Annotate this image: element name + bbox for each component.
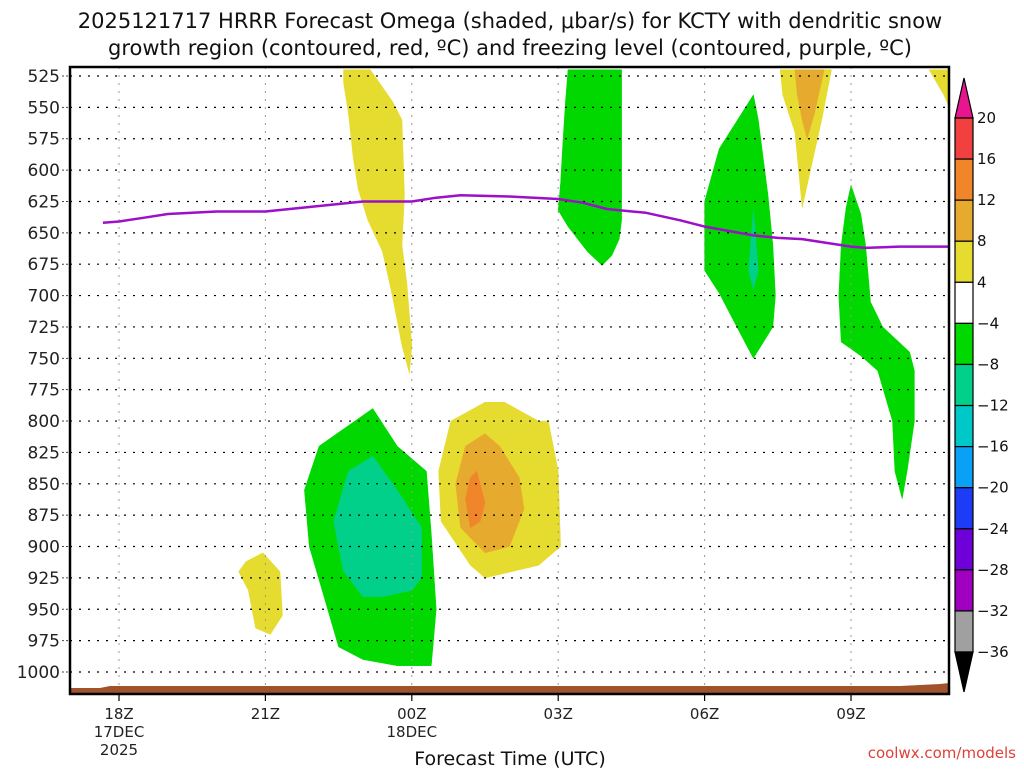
colorbar-bin <box>954 569 974 612</box>
colorbar-tick-label: 20 <box>977 109 996 127</box>
grid-lines <box>70 67 949 694</box>
y-tick-label: 875 <box>28 506 60 526</box>
x-tick-label: 06Z <box>690 705 719 723</box>
colorbar-tick-label: 4 <box>977 273 987 291</box>
y-tick-label: 675 <box>28 255 60 275</box>
y-tick-label: 575 <box>28 130 60 150</box>
colorbar-bin <box>954 117 974 160</box>
colorbar-tick-label: −16 <box>977 438 1009 456</box>
colorbar-bin <box>954 446 974 489</box>
x-tick-label: 03Z <box>544 705 573 723</box>
x-tick-label: 2025 <box>100 741 138 759</box>
omega-region-ascent-darkorange-lower-center <box>465 470 486 528</box>
colorbar-tick-label: −20 <box>977 479 1009 497</box>
omega-region-ascent-yellow-small-21z <box>238 552 283 635</box>
x-tick-label: 00Z <box>397 705 426 723</box>
colorbar-tick-label: 8 <box>977 232 987 250</box>
y-tick-label: 850 <box>28 475 60 495</box>
colorbar-tick-label: −36 <box>977 643 1009 661</box>
title-line-2: growth region (contoured, red, ºC) and f… <box>108 36 912 60</box>
x-tick-label: 18Z <box>104 705 133 723</box>
colorbar-bin <box>954 158 974 201</box>
credit-link[interactable]: coolwx.com/models <box>868 744 1016 762</box>
colorbar-bin <box>954 487 974 530</box>
colorbar-tick-label: −4 <box>977 314 999 332</box>
y-tick-label: 775 <box>28 381 60 401</box>
omega-region-subsidence-green-top-center <box>557 69 622 266</box>
x-tick-label: 09Z <box>836 705 865 723</box>
omega-region-stronger-subsidence-teal-06z <box>748 210 759 290</box>
y-tick-label: 600 <box>28 161 60 181</box>
colorbar-bin <box>954 363 974 407</box>
y-tick-label: 925 <box>28 569 60 589</box>
y-tick-label: 1000 <box>17 663 60 683</box>
y-tick-label: 625 <box>28 192 60 212</box>
colorbar-bin <box>954 610 974 653</box>
y-tick-label: 950 <box>28 600 60 620</box>
plot-frame <box>68 65 951 696</box>
x-tick-label: 21Z <box>251 705 280 723</box>
plot-background <box>70 67 949 694</box>
y-tick-label: 725 <box>28 318 60 338</box>
omega-region-subsidence-green-09z <box>838 184 915 500</box>
y-tick-label: 650 <box>28 224 60 244</box>
terrain-surface <box>70 683 949 694</box>
omega-shaded-regions <box>238 69 949 666</box>
colorbar-tick-label: −12 <box>977 397 1009 415</box>
colorbar-extend-max <box>954 77 974 119</box>
chart-title: 2025121717 HRRR Forecast Omega (shaded, … <box>78 9 942 60</box>
y-tick-label: 700 <box>28 287 60 307</box>
omega-region-ascent-yellow-upper-left <box>343 69 413 374</box>
y-tick-label: 525 <box>28 67 60 87</box>
freezing-level-line <box>102 193 949 250</box>
colorbar-bin <box>954 199 974 242</box>
colorbar-tick-label: −8 <box>977 355 999 373</box>
omega-region-ascent-orange-top-right-cone <box>794 69 825 139</box>
x-axis-label: Forecast Time (UTC) <box>414 748 605 768</box>
omega-region-subsidence-green-06z <box>704 94 776 359</box>
x-tick-label: 17DEC <box>94 723 145 741</box>
omega-region-ascent-yellow-top-right-cone <box>779 69 832 208</box>
y-tick-label: 975 <box>28 632 60 652</box>
title-line-1: 2025121717 HRRR Forecast Omega (shaded, … <box>78 9 942 33</box>
colorbar-tick-label: −32 <box>977 602 1009 620</box>
colorbar-extend-min <box>954 651 974 693</box>
y-tick-label: 900 <box>28 538 60 558</box>
y-tick-label: 825 <box>28 443 60 463</box>
omega-region-ascent-yellow-top-right-corner <box>928 69 949 108</box>
colorbar-tick-label: 12 <box>977 191 996 209</box>
terrain-group <box>70 683 949 694</box>
colorbar-bin <box>954 404 974 448</box>
colorbar-bin <box>954 322 974 366</box>
plot-area <box>68 65 951 696</box>
x-tick-label: 18DEC <box>387 723 438 741</box>
freezing-level-group <box>102 193 949 250</box>
y-tick-label: 800 <box>28 412 60 432</box>
y-tick-label: 750 <box>28 349 60 369</box>
colorbar-bin <box>954 528 974 571</box>
colorbar-tick-label: 16 <box>977 150 996 168</box>
colorbar-tick-label: −24 <box>977 520 1009 538</box>
colorbar: 20 16 12 8 4 −4 −8 −12 −16 −20 −24 −28 −32 −36 <box>954 77 1009 693</box>
colorbar-bin <box>954 240 974 283</box>
colorbar-tick-label: −28 <box>977 561 1009 579</box>
y-tick-label: 550 <box>28 98 60 118</box>
colorbar-bin <box>954 281 974 324</box>
y-axis: 525 550 575 600 625 650 675 700 725 750 775 800 825 8… <box>17 67 70 683</box>
